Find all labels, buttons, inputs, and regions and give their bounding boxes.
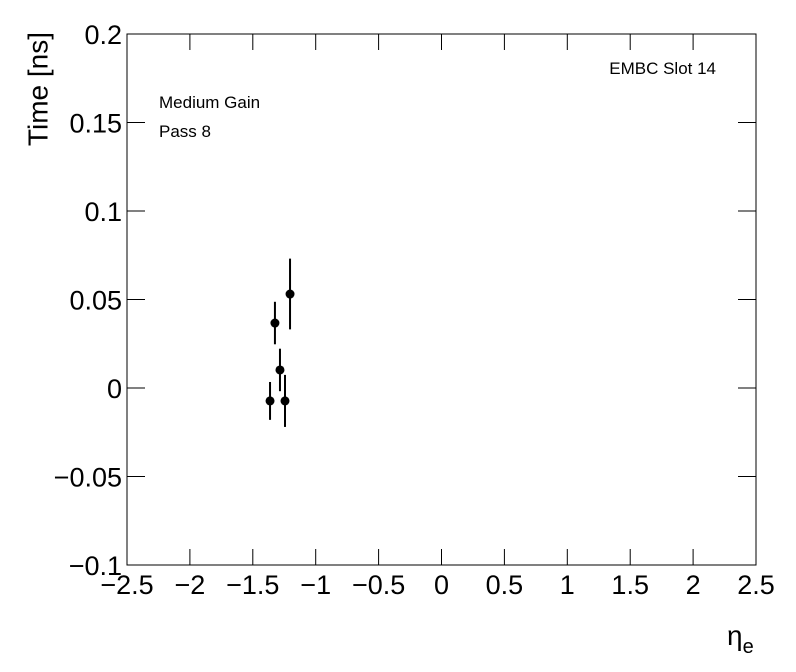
y-tick-label: 0 xyxy=(107,374,122,404)
x-axis-title: ηe xyxy=(727,620,754,658)
x-tick-label: 0.5 xyxy=(486,570,524,600)
x-axis-title-sub: e xyxy=(743,636,754,658)
x-tick-label: −0.5 xyxy=(352,570,405,600)
x-tick-label: −2.5 xyxy=(100,570,153,600)
x-tick-label: 1 xyxy=(560,570,575,600)
x-tick-label: −1.5 xyxy=(226,570,279,600)
data-point xyxy=(270,318,280,328)
y-axis-title: Time [ns] xyxy=(22,32,53,146)
y-tick-label: −0.1 xyxy=(69,551,122,581)
plot-frame xyxy=(126,33,757,566)
annotation: EMBC Slot 14 xyxy=(609,59,716,78)
data-point xyxy=(285,289,295,299)
y-tick-label: 0.05 xyxy=(69,286,122,316)
x-tick-label: 2 xyxy=(686,570,701,600)
y-tick-label: 0.1 xyxy=(84,197,122,227)
annotation: Medium Gain xyxy=(159,93,260,112)
y-tick-label: 0.15 xyxy=(69,109,122,139)
x-tick-label: 0 xyxy=(434,570,449,600)
data-point xyxy=(265,396,275,406)
x-axis-title-main: η xyxy=(727,620,743,651)
x-tick-label: 1.5 xyxy=(611,570,649,600)
x-tick-label: −1 xyxy=(300,570,331,600)
annotation: Pass 8 xyxy=(159,122,211,141)
data-point xyxy=(275,365,285,375)
x-tick-label: 2.5 xyxy=(737,570,775,600)
y-tick-label: 0.2 xyxy=(84,20,122,50)
x-tick-label: −2 xyxy=(175,570,206,600)
data-point xyxy=(280,396,290,406)
y-tick-label: −0.05 xyxy=(54,463,122,493)
